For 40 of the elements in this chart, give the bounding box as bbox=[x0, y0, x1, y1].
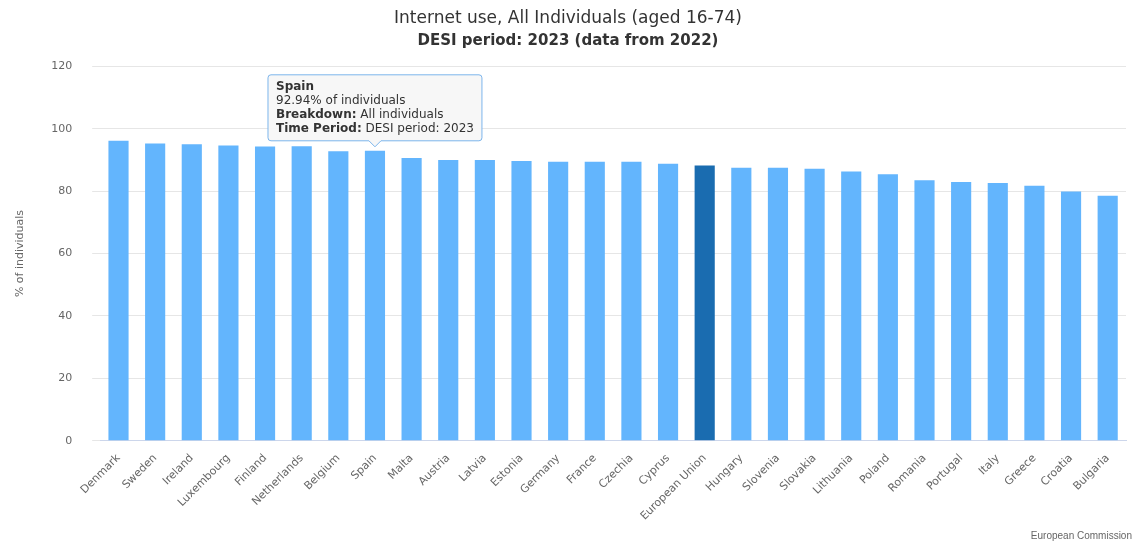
y-axis-title: % of individuals bbox=[13, 209, 27, 298]
bar bbox=[181, 144, 202, 441]
bar bbox=[474, 159, 495, 441]
bar bbox=[548, 161, 569, 441]
bar bbox=[1060, 191, 1082, 441]
bar bbox=[401, 158, 422, 441]
annotation: Spain 92.94% of individuals Breakdown: All individuals Time Period: DESI period: 2023 bbox=[275, 78, 474, 135]
y-tick-label: 80 bbox=[58, 184, 73, 198]
bar bbox=[657, 163, 679, 441]
bar bbox=[364, 150, 386, 441]
bar bbox=[694, 165, 715, 441]
y-tick-label: 60 bbox=[58, 246, 73, 260]
bar bbox=[767, 167, 789, 441]
chart-title: Internet use, All Individuals (aged 16-74) bbox=[394, 6, 742, 27]
bar bbox=[841, 171, 862, 441]
bar bbox=[877, 174, 898, 441]
bar bbox=[914, 180, 935, 441]
bar bbox=[731, 167, 752, 441]
bar bbox=[145, 143, 166, 441]
bar bbox=[1097, 195, 1118, 441]
bar bbox=[328, 151, 349, 441]
bar bbox=[218, 145, 239, 441]
y-tick-label: 100 bbox=[51, 121, 73, 135]
bar bbox=[987, 183, 1008, 441]
bar bbox=[108, 140, 129, 441]
y-tick-label: 120 bbox=[51, 59, 73, 73]
bar bbox=[584, 161, 605, 441]
bar bbox=[1024, 185, 1045, 441]
y-tick-label: 40 bbox=[58, 308, 73, 322]
bar bbox=[291, 146, 312, 441]
bar bbox=[511, 160, 532, 441]
text: European Commission bbox=[1030, 529, 1132, 541]
bar bbox=[438, 159, 459, 441]
bar bbox=[254, 146, 276, 441]
chart-subtitle: DESI period: 2023 (data from 2022) bbox=[417, 31, 719, 50]
bar bbox=[804, 168, 825, 441]
bar bbox=[951, 182, 972, 441]
y-tick-label: 0 bbox=[65, 433, 73, 447]
bar bbox=[621, 161, 642, 441]
y-tick-label: 20 bbox=[58, 371, 73, 385]
